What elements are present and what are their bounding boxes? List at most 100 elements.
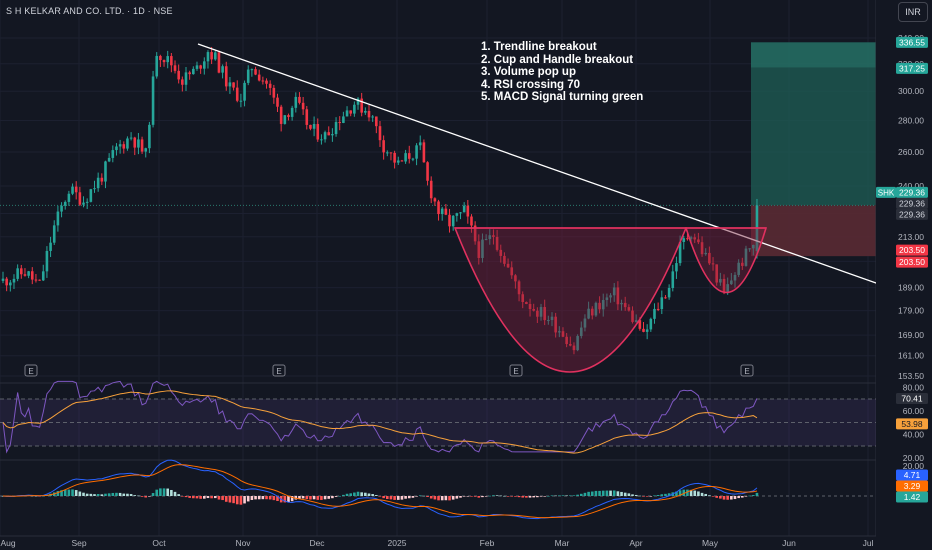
candle: [85, 198, 89, 210]
candle: [312, 116, 316, 137]
candle-body: [697, 239, 700, 243]
macd-histogram-bar: [118, 492, 122, 496]
candle: [682, 235, 686, 250]
signal-value-label: 3.29: [896, 480, 928, 492]
candle-body: [63, 201, 67, 206]
macd-value-label: 4.71: [896, 469, 928, 481]
candle-body: [437, 201, 440, 215]
candle-body: [12, 278, 16, 283]
candle: [173, 60, 177, 74]
macd-histogram-bar: [217, 496, 221, 500]
rsi-value-label-text: 70.41: [901, 394, 923, 404]
macd-tick-label: 20.00: [903, 461, 925, 471]
candle: [20, 264, 23, 279]
candle-body: [623, 302, 627, 308]
candle: [283, 115, 287, 125]
candle-body: [170, 56, 173, 66]
candle: [360, 92, 363, 117]
candle-body: [356, 98, 360, 105]
candle-body: [473, 225, 477, 242]
macd-histogram-bar: [404, 496, 407, 499]
candle-body: [235, 87, 239, 101]
candle: [609, 293, 612, 303]
macd-histogram-bar: [382, 496, 385, 499]
rsi-ma-value-label: 53.98: [896, 418, 928, 430]
macd-histogram-bar: [558, 495, 561, 497]
macd-histogram-bar: [715, 496, 718, 498]
macd-histogram-bar: [104, 493, 107, 496]
earnings-box: [24, 364, 38, 377]
histogram-value-label-box: [896, 491, 928, 503]
candle: [492, 229, 495, 245]
candle: [16, 264, 19, 282]
macd-histogram-bar: [63, 489, 67, 496]
candle-body: [634, 320, 638, 322]
candle: [741, 257, 744, 270]
candle: [93, 180, 96, 193]
candle-body: [217, 52, 221, 73]
macd-histogram-bar: [34, 495, 38, 497]
candle: [320, 134, 323, 145]
macd-histogram-bar: [645, 496, 649, 497]
candle-body: [327, 132, 331, 136]
macd-histogram-bar: [115, 492, 118, 496]
candle-body: [254, 69, 257, 75]
macd-histogram-bar: [250, 496, 254, 500]
candle: [272, 84, 276, 104]
candle: [473, 221, 477, 245]
candle-body: [232, 82, 235, 88]
macd-histogram-bar: [327, 496, 331, 499]
candle-body: [561, 331, 565, 337]
time-tick-label: Nov: [235, 538, 251, 548]
ticker-tag: SHK: [876, 186, 896, 198]
candle: [203, 57, 206, 75]
macd-histogram-bar: [634, 494, 638, 496]
candle-body: [451, 215, 455, 227]
candle-body: [23, 274, 27, 276]
candle-body: [737, 262, 740, 275]
price-tick-label: 260.00: [898, 147, 924, 157]
candle: [82, 196, 85, 208]
candle-body: [649, 318, 653, 330]
macd-histogram-bar: [181, 496, 184, 497]
candle: [565, 332, 568, 348]
macd-histogram-bar: [316, 496, 320, 500]
candle: [744, 245, 748, 267]
candle-body: [118, 144, 122, 147]
candle-body: [440, 208, 444, 215]
macd-histogram-bar: [393, 496, 396, 500]
candle: [375, 116, 378, 134]
entry-price-label-box: [896, 197, 928, 209]
candle-body: [733, 274, 737, 281]
macd-histogram-bar: [547, 495, 550, 497]
candle: [60, 202, 63, 218]
macd-histogram-bar: [561, 495, 565, 496]
candle: [122, 141, 126, 154]
candle: [195, 61, 199, 71]
macd-histogram-bar: [71, 489, 74, 496]
candle-body: [741, 262, 744, 266]
candle: [287, 113, 290, 121]
macd-histogram-bar: [331, 496, 334, 499]
candle: [484, 234, 488, 241]
candle-body: [137, 139, 140, 148]
candle: [30, 267, 34, 285]
rsi-indicator: [0, 380, 876, 454]
candle-body: [726, 284, 729, 293]
candle: [477, 234, 481, 265]
currency-button[interactable]: INR: [898, 2, 928, 22]
candle: [221, 64, 224, 79]
candle: [137, 133, 140, 155]
candle-body: [246, 69, 250, 83]
candle-body: [199, 65, 202, 69]
macd-histogram-bar: [726, 496, 729, 500]
candle: [309, 124, 312, 131]
macd-histogram-bar: [287, 496, 290, 503]
macd-histogram-bar: [678, 490, 682, 496]
macd-histogram-bar: [82, 492, 85, 496]
candle-body: [484, 239, 488, 241]
macd-histogram-bar: [272, 496, 276, 501]
candle-body: [140, 139, 144, 152]
candle-body: [349, 110, 352, 114]
